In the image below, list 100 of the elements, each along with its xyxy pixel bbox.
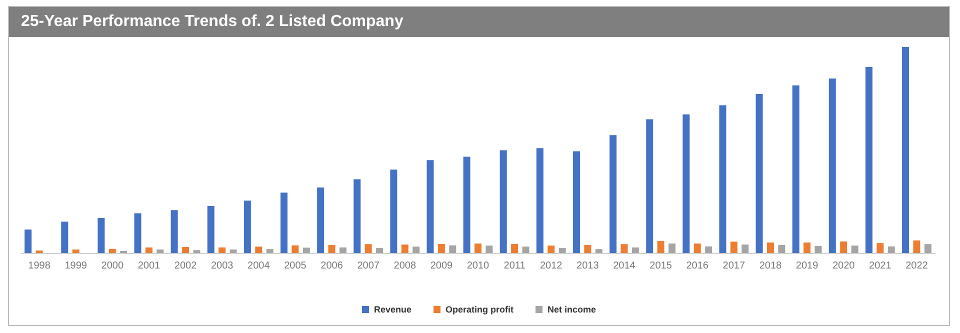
x-tick-label: 2009 [430, 260, 453, 272]
x-tick-label: 2008 [394, 260, 416, 272]
bar [170, 210, 178, 253]
x-tick-label: 2017 [722, 260, 746, 272]
bar [584, 244, 592, 253]
bar [705, 246, 712, 253]
bar [828, 78, 836, 253]
bar [646, 119, 654, 253]
bar [230, 250, 237, 253]
bar [792, 85, 800, 253]
bar [558, 248, 566, 253]
bar [500, 150, 507, 253]
bar [193, 250, 200, 253]
bar [156, 250, 164, 253]
bar [694, 244, 701, 253]
bar [610, 135, 617, 253]
x-tick-label: 2001 [138, 260, 161, 272]
x-tick-label: 2021 [869, 260, 892, 272]
legend-label: Operating profit [446, 304, 514, 314]
bar [913, 240, 920, 253]
bar [682, 114, 690, 253]
bar [354, 179, 361, 253]
bar [756, 94, 763, 253]
bar [632, 247, 639, 253]
bar [876, 243, 884, 253]
x-tick-label: 2020 [832, 260, 856, 272]
bar [412, 246, 420, 253]
bar [72, 250, 80, 253]
bar [390, 170, 398, 253]
bar [719, 105, 726, 253]
bar [536, 148, 544, 253]
legend-label: Net income [548, 304, 596, 314]
x-tick-label: 2015 [650, 260, 672, 272]
bar [924, 244, 932, 253]
bar [511, 244, 518, 253]
bar [474, 244, 482, 253]
bar [292, 245, 299, 253]
bar [766, 242, 774, 253]
bar [426, 160, 434, 253]
bar [888, 246, 895, 253]
x-tick-label: 2022 [906, 260, 928, 272]
x-tick-label: 2014 [613, 260, 636, 272]
bar [207, 206, 214, 253]
bar [778, 244, 786, 253]
bar [902, 47, 910, 253]
bar [657, 241, 664, 253]
x-tick-label: 2003 [210, 260, 234, 272]
x-tick-label: 2005 [284, 260, 307, 272]
x-tick-label: 1998 [28, 260, 51, 272]
bar [98, 218, 105, 253]
bar [522, 246, 530, 253]
bar [851, 246, 858, 253]
legend-label: Revenue [374, 304, 412, 314]
bar [401, 244, 408, 253]
x-tick-label: 2006 [320, 260, 344, 272]
bar [134, 213, 142, 253]
bar [840, 241, 848, 253]
bar [364, 244, 372, 253]
bar [438, 244, 445, 253]
x-tick-label: 2016 [686, 260, 709, 272]
bar [24, 230, 32, 253]
bar [548, 246, 555, 253]
chart-title: 25-Year Performance Trends of. 2 Listed Company [9, 7, 949, 37]
bar [804, 242, 811, 253]
bar [255, 246, 262, 253]
bar [572, 151, 580, 253]
bar [182, 247, 190, 253]
bar [302, 248, 310, 253]
bar [280, 192, 288, 253]
bar [668, 244, 676, 253]
bar [595, 249, 602, 253]
bar [244, 200, 251, 253]
bar [145, 247, 152, 253]
x-tick-label: 2004 [248, 260, 270, 272]
bar [328, 244, 336, 253]
x-tick-label: 2000 [101, 260, 124, 272]
bar [266, 249, 274, 253]
bar [620, 244, 628, 253]
x-tick-label: 2007 [357, 260, 380, 272]
x-tick-label: 1999 [64, 260, 88, 272]
bar [486, 246, 493, 253]
bar [814, 246, 822, 253]
x-tick-label: 2002 [174, 260, 198, 272]
bar [865, 66, 872, 253]
bar [742, 244, 749, 253]
x-tick-label: 2019 [796, 260, 819, 272]
bar [730, 242, 738, 253]
bar [339, 247, 346, 253]
bar [449, 245, 456, 253]
bar [317, 187, 324, 253]
x-tick-label: 2013 [576, 260, 600, 272]
bar [376, 248, 384, 253]
bar [218, 247, 226, 253]
x-tick-label: 2012 [540, 260, 563, 272]
x-tick-label: 2018 [759, 260, 782, 272]
bar [463, 156, 470, 253]
x-tick-label: 2010 [466, 260, 490, 272]
bar [108, 248, 116, 253]
bar [61, 222, 68, 253]
x-tick-label: 2011 [504, 260, 526, 272]
